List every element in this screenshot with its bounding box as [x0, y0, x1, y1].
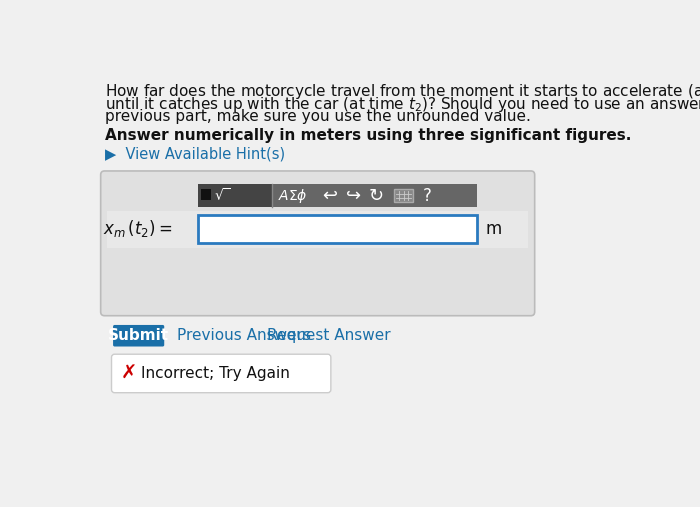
- Text: ▶  View Available Hint(s): ▶ View Available Hint(s): [104, 147, 285, 161]
- FancyBboxPatch shape: [111, 354, 331, 393]
- Bar: [198, 184, 477, 207]
- Text: Request Answer: Request Answer: [267, 328, 391, 343]
- Text: Previous Answers: Previous Answers: [176, 328, 311, 343]
- Text: ↪: ↪: [346, 187, 360, 205]
- FancyBboxPatch shape: [113, 325, 164, 346]
- Text: ?: ?: [423, 187, 432, 205]
- Bar: [107, 211, 528, 248]
- Text: m: m: [485, 220, 501, 238]
- Text: $x_m\,(t_2) =$: $x_m\,(t_2) =$: [103, 218, 173, 239]
- Bar: [198, 215, 477, 242]
- Text: until it catches up with the car (at time $t_2$)? Should you need to use an answ: until it catches up with the car (at tim…: [104, 95, 700, 115]
- Text: ↩: ↩: [322, 187, 337, 205]
- Text: previous part, make sure you use the unrounded value.: previous part, make sure you use the unr…: [104, 108, 531, 124]
- FancyBboxPatch shape: [101, 171, 535, 316]
- Text: Incorrect; Try Again: Incorrect; Try Again: [141, 366, 290, 381]
- Text: $\sqrt{\,}$: $\sqrt{\,}$: [214, 187, 230, 204]
- Text: ↻: ↻: [369, 187, 384, 205]
- Bar: [198, 184, 272, 207]
- Text: ✗: ✗: [120, 364, 136, 383]
- Text: Submit: Submit: [108, 328, 169, 343]
- Bar: [394, 190, 413, 202]
- Text: Answer numerically in meters using three significant figures.: Answer numerically in meters using three…: [104, 128, 631, 143]
- Bar: [202, 190, 211, 200]
- Text: How far does the motorcycle travel from the moment it starts to accelerate (at t: How far does the motorcycle travel from …: [104, 83, 700, 101]
- Text: $A\Sigma\phi$: $A\Sigma\phi$: [278, 187, 308, 205]
